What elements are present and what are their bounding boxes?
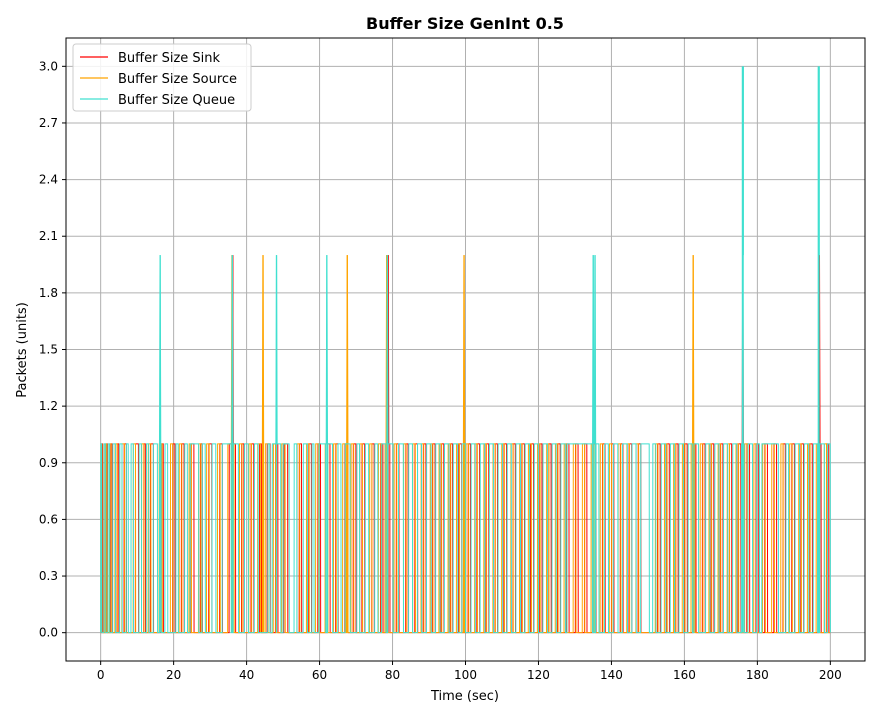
y-tick-label: 1.8 — [39, 286, 58, 300]
y-tick-label: 2.7 — [39, 116, 58, 130]
y-tick-label: 1.5 — [39, 343, 58, 357]
y-tick-label: 0.3 — [39, 569, 58, 583]
x-axis-ticks: 0 20 40 60 80 100 120 140 160 180 200 — [97, 661, 842, 682]
x-tick-label: 40 — [239, 668, 254, 682]
series-line-2 — [100, 443, 831, 634]
x-tick-label: 80 — [385, 668, 400, 682]
x-tick-label: 180 — [746, 668, 769, 682]
y-axis-ticks: 0.0 0.3 0.6 0.9 1.2 1.5 1.8 2.1 2.4 2.7 3.0 — [39, 59, 66, 640]
y-axis-label: Packets (units) — [15, 302, 30, 398]
x-tick-label: 0 — [97, 668, 105, 682]
chart-title: Buffer Size GenInt 0.5 — [366, 14, 564, 33]
series-layer — [100, 66, 831, 634]
x-tick-label: 20 — [166, 668, 181, 682]
legend: Buffer Size Sink Buffer Size Source Buffer… — [72, 43, 252, 112]
legend-box — [72, 43, 252, 112]
y-tick-label: 1.2 — [39, 399, 58, 413]
x-tick-label: 200 — [819, 668, 842, 682]
y-tick-label: 0.0 — [39, 626, 58, 640]
y-tick-label: 2.1 — [39, 229, 58, 243]
x-axis-label: Time (sec) — [430, 689, 499, 704]
x-tick-label: 160 — [673, 668, 696, 682]
y-tick-label: 0.9 — [39, 456, 58, 470]
y-tick-label: 2.4 — [39, 173, 58, 187]
y-tick-label: 3.0 — [39, 59, 58, 73]
x-tick-label: 140 — [600, 668, 623, 682]
y-tick-label: 0.6 — [39, 512, 58, 526]
legend-label: Buffer Size Sink — [118, 51, 221, 66]
x-tick-label: 100 — [454, 668, 477, 682]
legend-label: Buffer Size Queue — [118, 93, 235, 108]
x-tick-label: 120 — [527, 668, 550, 682]
legend-label: Buffer Size Source — [118, 72, 237, 87]
x-tick-label: 60 — [312, 668, 327, 682]
